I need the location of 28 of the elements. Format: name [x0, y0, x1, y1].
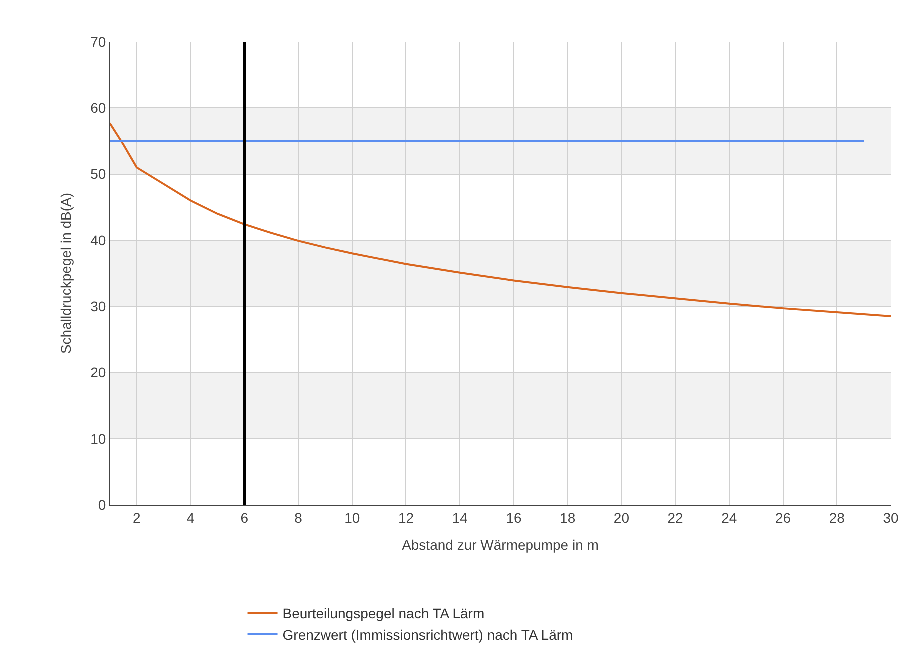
- y-tick-label: 60: [90, 100, 106, 116]
- y-tick-label: 0: [98, 496, 106, 513]
- y-tick-label: 20: [90, 364, 106, 381]
- y-tick-label: 30: [90, 298, 106, 314]
- legend-label: Beurteilungspegel nach TA Lärm: [282, 606, 485, 622]
- x-tick-label: 12: [398, 510, 414, 526]
- legend-label: Grenzwert (Immissionsrichtwert) nach TA Lärm: [282, 626, 574, 643]
- y-tick-label: 70: [90, 34, 106, 50]
- line-series: [110, 122, 891, 318]
- x-tick-label: 20: [614, 510, 630, 526]
- y-axis-title: Schalldruckpegel in dB(A): [58, 192, 74, 354]
- x-tick-label: 4: [186, 510, 195, 526]
- y-tick-label: 40: [90, 232, 106, 248]
- x-tick-label: 30: [883, 510, 899, 526]
- x-tick-label: 24: [722, 510, 738, 526]
- x-tick-label: 6: [240, 510, 249, 526]
- x-tick-label: 10: [344, 510, 360, 526]
- x-tick-label: 18: [560, 510, 576, 526]
- x-tick-label: 26: [775, 510, 792, 526]
- x-tick-label: 16: [506, 510, 522, 526]
- x-tick-label: 8: [294, 510, 303, 526]
- y-tick-label: 10: [90, 430, 106, 447]
- x-tick-label: 28: [829, 510, 846, 526]
- x-axis-title: Abstand zur Wärmepumpe in m: [402, 537, 599, 554]
- x-tick-label: 2: [133, 510, 142, 526]
- y-tick-label: 50: [90, 166, 106, 182]
- x-tick-label: 22: [668, 510, 684, 526]
- x-tick-label: 14: [452, 510, 468, 526]
